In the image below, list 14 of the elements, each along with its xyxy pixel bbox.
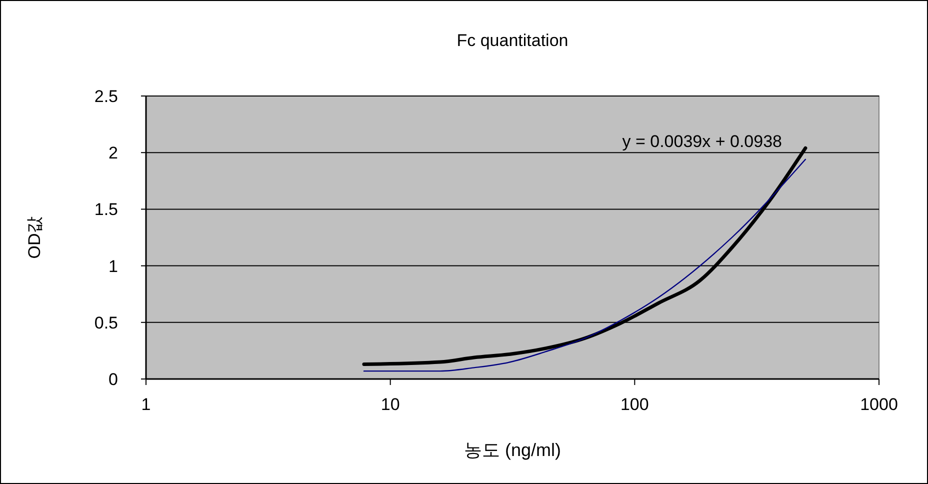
y-tick-label: 2.5 (94, 86, 118, 106)
x-tick-label: 10 (380, 395, 400, 414)
y-tick-label: 2 (108, 144, 118, 163)
annotation: y = 0.0039x + 0.0938 (622, 132, 782, 151)
y-tick-label: 0.5 (94, 313, 118, 332)
chart-title: Fc quantitation (456, 31, 568, 50)
y-tick-label: 1.5 (94, 200, 118, 220)
x-axis-title: 농도 (ng/ml) (464, 440, 562, 460)
y-axis-title: OD값 (25, 216, 44, 259)
y-tick-label: 1 (108, 256, 118, 276)
y-tick-label: 0 (108, 370, 118, 389)
x-tick-label: 100 (620, 395, 649, 414)
x-tick-label: 1 (141, 395, 151, 414)
x-tick-label: 1000 (860, 395, 898, 414)
